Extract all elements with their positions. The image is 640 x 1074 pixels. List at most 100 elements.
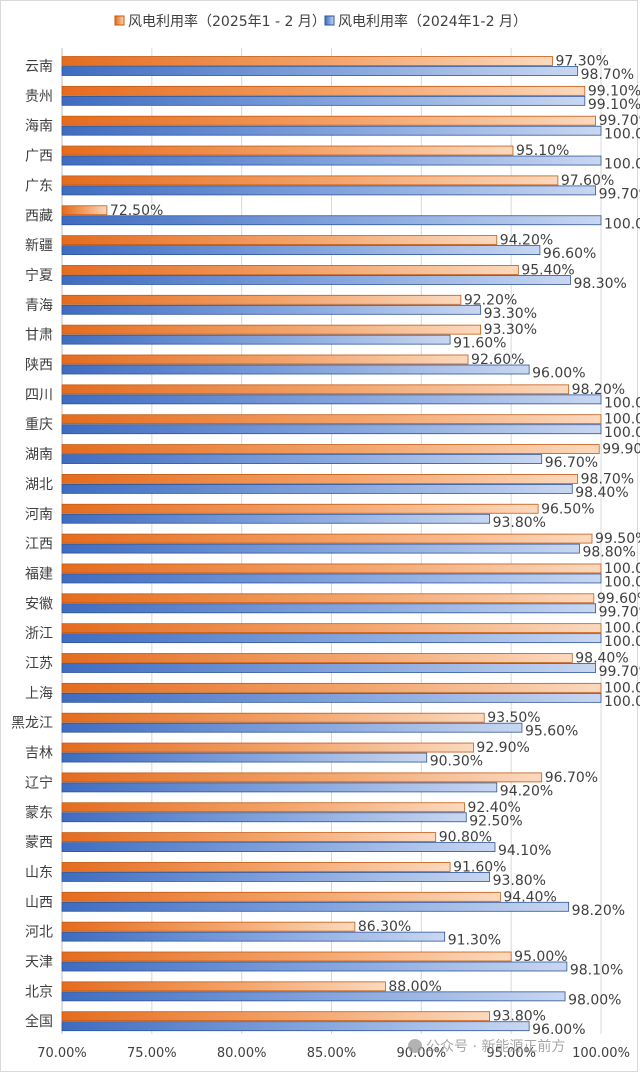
category-label: 黑龙江 (11, 716, 53, 732)
data-label-2024: 98.00% (568, 992, 621, 1008)
bar-2025 (61, 981, 386, 992)
category-label: 江苏 (25, 656, 53, 672)
category-label: 辽宁 (25, 774, 53, 791)
bar-2024 (61, 782, 498, 793)
data-label-2024: 100.00% (604, 574, 640, 590)
data-label-2024: 99.10% (588, 97, 640, 113)
bar-2025 (61, 802, 465, 813)
data-labels: 97.30%98.70%99.10%99.10%99.70%100.00%95.… (110, 54, 640, 1039)
legend: 风电利用率（2025年1 - 2 月） 风电利用率（2024年1-2 月） (114, 13, 527, 30)
category-label: 天津 (25, 955, 53, 971)
watermark-text: 公众号 · 新能源正前方 (426, 1038, 565, 1055)
bar-2024 (61, 872, 491, 882)
x-axis-ticks: 70.00% 75.00% 80.00% 85.00% 90.00% 95.00% 100.… (37, 1046, 630, 1061)
data-label-2025: 98.70% (581, 471, 634, 487)
bar-2024 (61, 454, 543, 464)
data-label-2025: 95.10% (516, 143, 569, 159)
bar-2024 (61, 215, 602, 226)
bar-2024 (61, 991, 566, 1002)
data-label-2025: 92.40% (467, 800, 520, 816)
bar-2025 (61, 205, 108, 216)
bar-2024 (61, 692, 602, 703)
data-label-2024: 91.30% (448, 933, 501, 949)
data-label-2025: 90.80% (439, 830, 492, 846)
bar-2025 (61, 772, 543, 783)
bar-2024 (61, 125, 602, 136)
bar-2025 (61, 85, 586, 96)
bar-2025 (61, 145, 514, 156)
category-label: 青海 (25, 298, 53, 314)
data-label-2025: 99.70% (599, 113, 640, 129)
category-label: 西藏 (25, 208, 53, 224)
data-label-2025: 93.30% (484, 322, 537, 338)
data-label-2025: 100.00% (604, 412, 640, 428)
bar-2024 (61, 513, 491, 524)
category-label: 河北 (25, 925, 53, 941)
bar-2024 (61, 334, 451, 345)
data-label-2025: 99.50% (595, 531, 640, 547)
bar-2025 (61, 712, 485, 723)
data-label-2024: 93.80% (493, 873, 546, 889)
bar-2024 (61, 663, 597, 673)
category-label: 四川 (25, 387, 53, 403)
bar-2025 (61, 623, 602, 634)
data-label-2024: 94.20% (500, 783, 553, 799)
data-label-2024: 99.70% (599, 664, 640, 680)
bar-2025 (61, 414, 602, 425)
bar-2024 (61, 812, 467, 823)
x-tick-label: 80.00% (217, 1046, 267, 1061)
bar-2025 (61, 921, 356, 932)
category-label: 河南 (25, 507, 53, 523)
category-label: 甘肃 (25, 328, 53, 344)
bar-2025 (61, 56, 553, 66)
data-label-2025: 97.60% (561, 173, 614, 189)
category-label: 海南 (25, 119, 53, 135)
data-label-2025: 91.60% (453, 859, 506, 875)
bar-2025 (61, 175, 559, 186)
category-label: 全国 (25, 1013, 53, 1030)
data-label-2025: 92.20% (464, 292, 517, 308)
bar-2024 (61, 66, 579, 76)
category-label: 山西 (25, 895, 53, 911)
data-label-2024: 99.70% (599, 186, 640, 202)
data-label-2024: 90.30% (430, 754, 483, 770)
bar-2024 (61, 603, 597, 614)
data-label-2025: 72.50% (110, 203, 163, 219)
category-label: 湖北 (25, 477, 53, 493)
bar-2024 (61, 961, 568, 972)
x-tick-label: 95.00% (486, 1046, 536, 1061)
bar-2024 (61, 483, 573, 494)
bar-2025 (61, 265, 519, 275)
category-label: 山东 (25, 865, 53, 881)
data-label-2024: 95.60% (525, 724, 578, 740)
data-label-2024: 98.80% (582, 545, 635, 561)
category-label: 浙江 (25, 626, 53, 642)
data-label-2025: 99.60% (597, 591, 640, 607)
bar-2025 (61, 533, 593, 544)
category-label: 吉林 (25, 746, 53, 762)
data-label-2024: 100.00% (604, 127, 640, 143)
bar-2024 (61, 1021, 530, 1032)
bar-2025 (61, 682, 602, 693)
bar-2025 (61, 324, 482, 335)
data-label-2025: 100.00% (604, 561, 640, 577)
data-label-2025: 95.00% (514, 949, 567, 965)
legend-swatch-2024 (324, 15, 335, 26)
data-label-2025: 95.40% (521, 262, 574, 278)
bar-2024 (61, 275, 571, 285)
bar-2024 (61, 95, 586, 106)
bar-2024 (61, 155, 602, 166)
bar-2024 (61, 573, 602, 584)
wechat-icon (408, 1039, 422, 1053)
data-label-2024: 100.00% (604, 634, 640, 650)
category-label: 重庆 (25, 417, 53, 433)
data-label-2025: 100.00% (604, 680, 640, 696)
data-label-2025: 99.90% (602, 442, 640, 458)
category-label: 广西 (25, 149, 53, 165)
bar-2025 (61, 354, 469, 365)
bar-2025 (61, 742, 474, 753)
bar-2024 (61, 901, 570, 912)
data-label-2025: 92.90% (476, 740, 529, 756)
